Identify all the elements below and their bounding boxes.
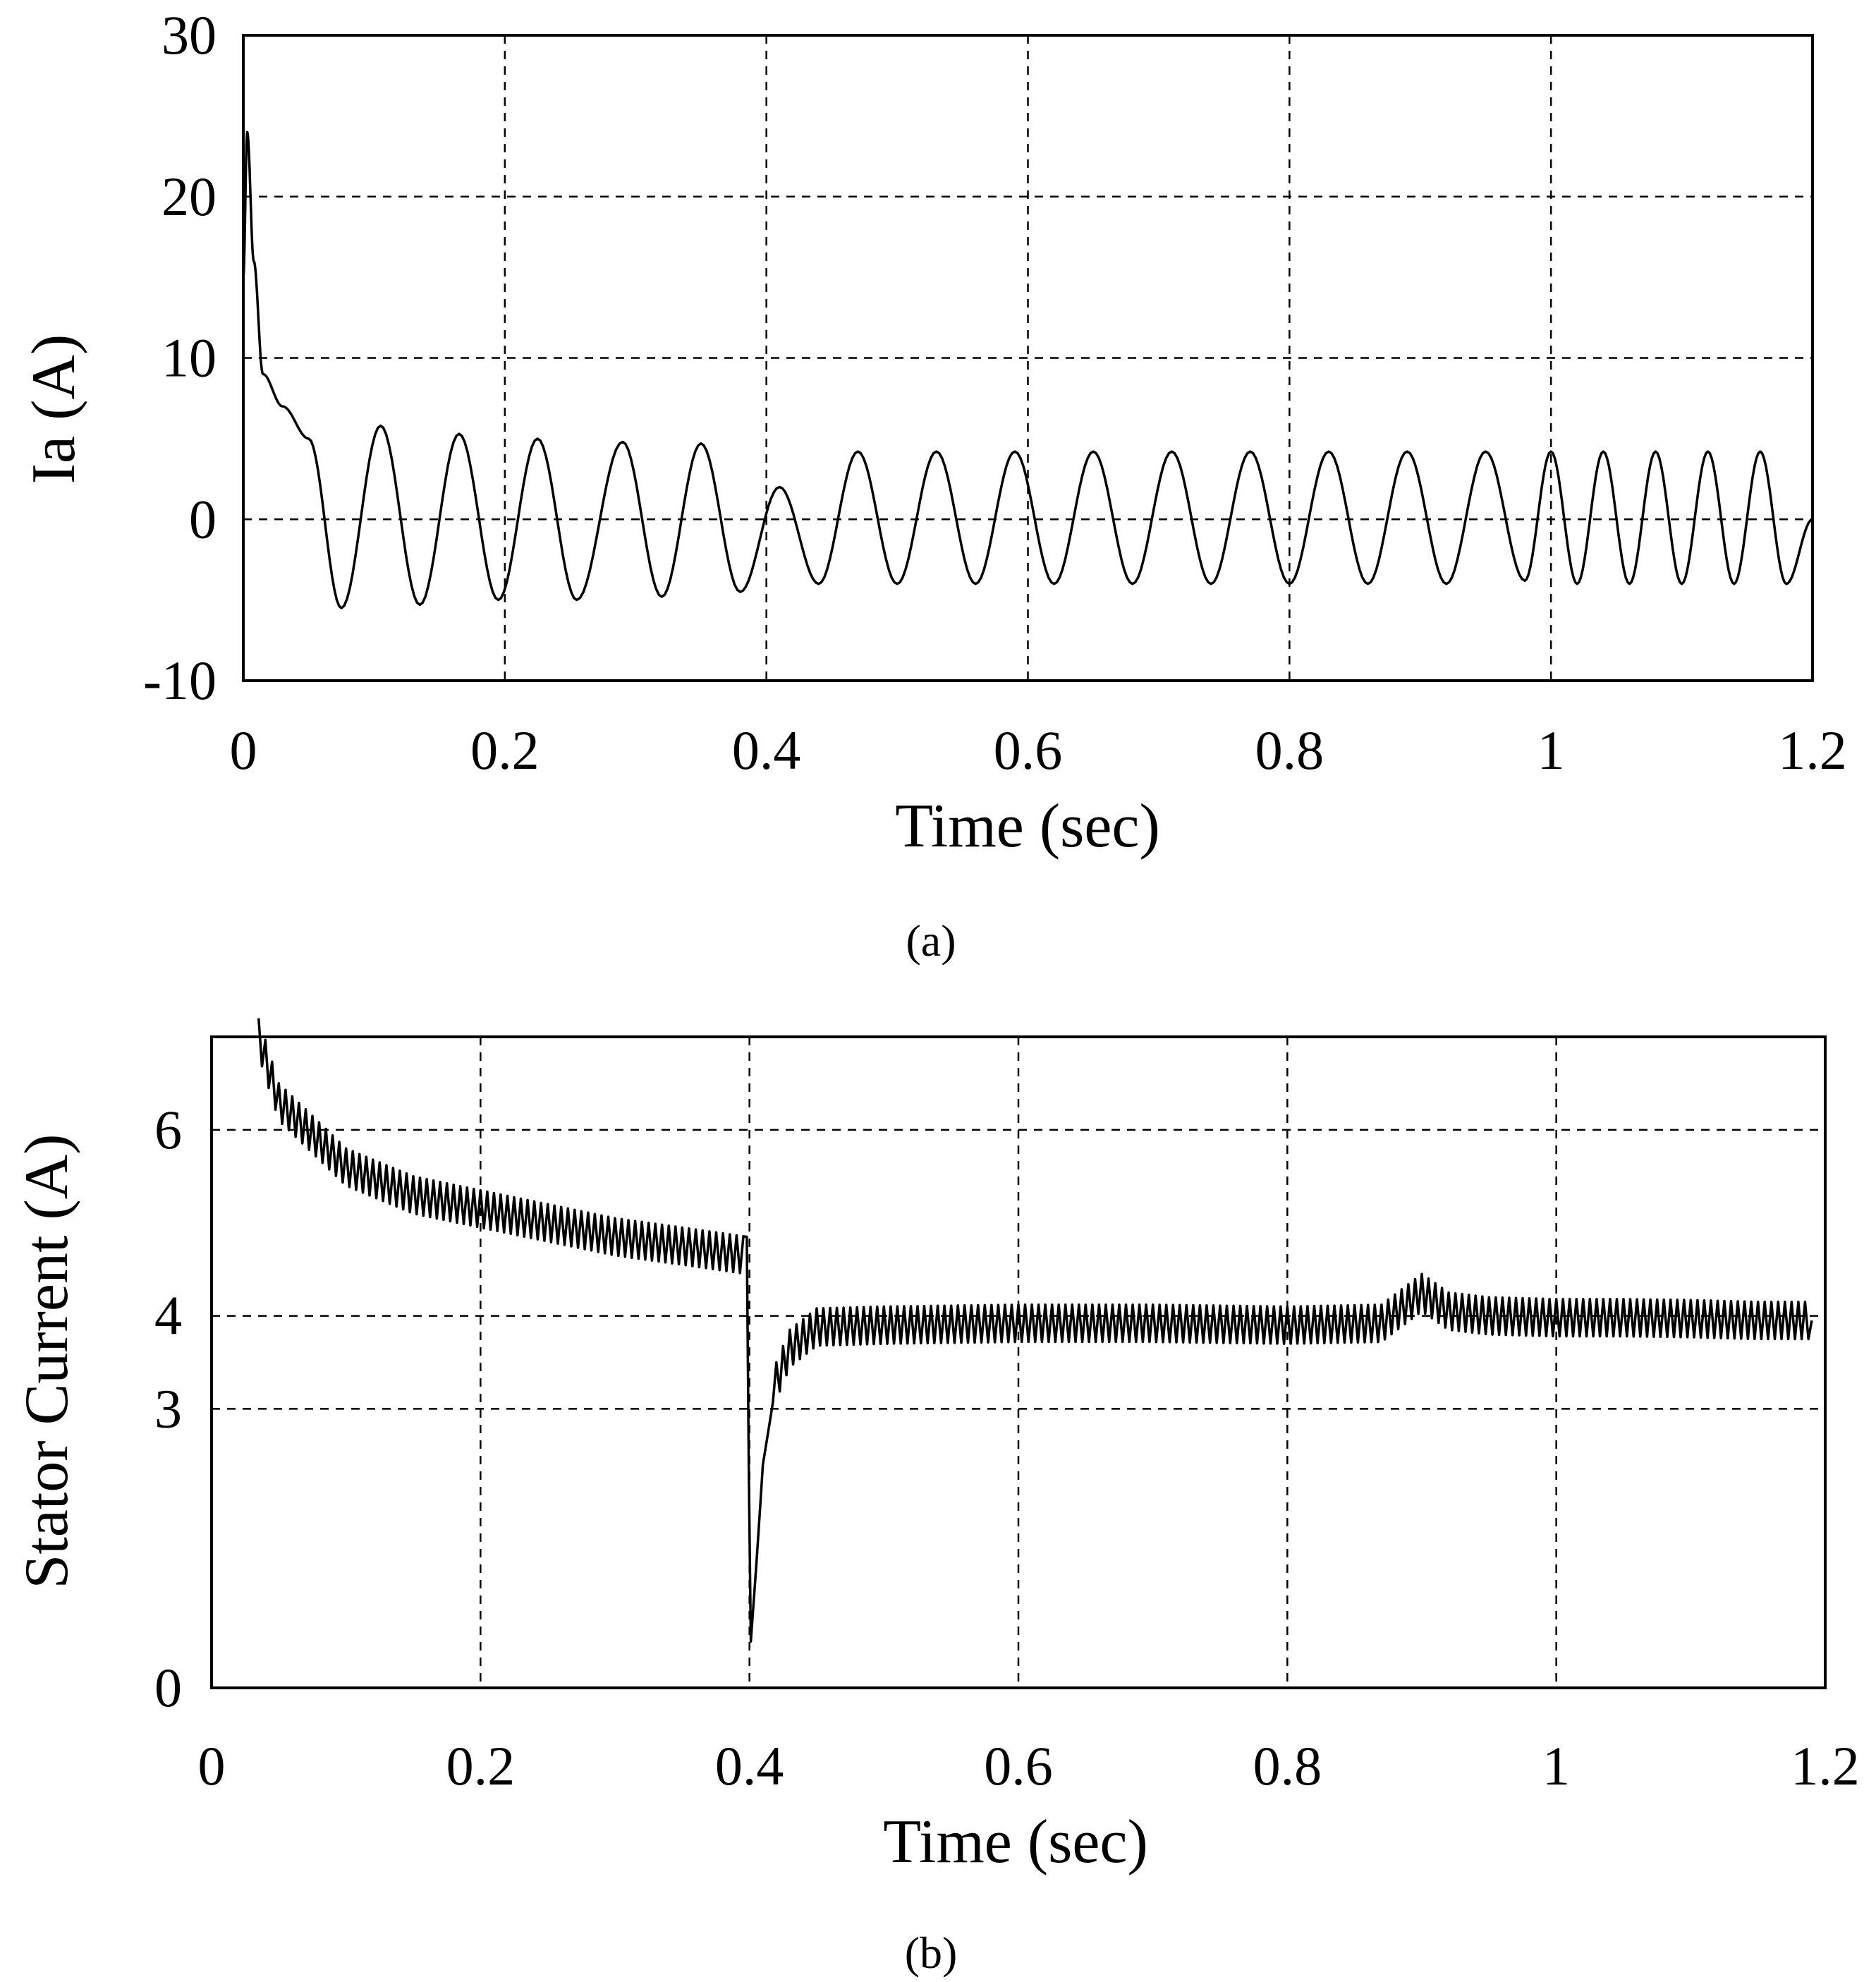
- y-tick-label: 6: [154, 1099, 182, 1160]
- x-tick-label: 1.2: [1791, 1735, 1860, 1796]
- panel-b-x-axis-label: Time (sec): [883, 1808, 1148, 1876]
- panel-b-y-tick-labels: 0 3 4 6: [154, 1099, 182, 1718]
- panel-b-x-tick-labels: 0 0.2 0.4 0.6 0.8 1 1.2: [198, 1735, 1860, 1796]
- x-tick-label: 0.6: [984, 1735, 1053, 1796]
- x-tick-label: 0: [198, 1735, 226, 1796]
- x-tick-label: 0: [230, 719, 257, 781]
- panel-a-y-axis-label: Ia (A): [20, 334, 88, 485]
- panel-b-y-axis-label: Stator Current (A): [13, 1133, 81, 1588]
- x-tick-label: 0.4: [715, 1735, 784, 1796]
- y-tick-label: 30: [162, 4, 217, 66]
- panel-a-caption: (a): [906, 916, 956, 966]
- panel-b-grid: [212, 1037, 1825, 1688]
- x-tick-label: 0.4: [732, 719, 801, 781]
- y-tick-label: 4: [154, 1285, 182, 1346]
- x-tick-label: 0.6: [994, 719, 1063, 781]
- panel-a-x-axis-label: Time (sec): [895, 792, 1160, 861]
- panel-b-stator-current: 0 0.2 0.4 0.6 0.8 1 1.2 0 3 4 6 Time (sec) Stator…: [13, 1018, 1860, 1978]
- y-tick-label: 20: [162, 166, 217, 227]
- x-tick-label: 1: [1542, 1735, 1570, 1796]
- y-tick-label: 0: [189, 488, 217, 549]
- x-tick-label: 1.2: [1778, 719, 1847, 781]
- x-tick-label: 0.2: [470, 719, 540, 781]
- panel-b-stator-current-trace: [257, 1018, 1813, 1643]
- panel-a-plot-frame: [242, 34, 1814, 682]
- x-tick-label: 0.8: [1255, 719, 1324, 781]
- x-tick-label: 0.2: [446, 1735, 516, 1796]
- panel-a-ia-trace: [242, 130, 1813, 609]
- y-tick-label: -10: [143, 650, 217, 711]
- panel-b-plot-frame: [210, 1035, 1827, 1689]
- x-tick-label: 1: [1537, 719, 1565, 781]
- panel-b-caption: (b): [905, 1928, 958, 1978]
- panel-a-x-tick-labels: 0 0.2 0.4 0.6 0.8 1 1.2: [230, 719, 1847, 781]
- panel-a-y-tick-labels: -10 0 10 20 30: [143, 4, 217, 711]
- y-tick-label: 0: [154, 1657, 182, 1718]
- x-tick-label: 0.8: [1253, 1735, 1322, 1796]
- y-tick-label: 10: [162, 327, 217, 389]
- y-tick-label: 3: [154, 1378, 182, 1439]
- panel-a-grid: [243, 35, 1813, 681]
